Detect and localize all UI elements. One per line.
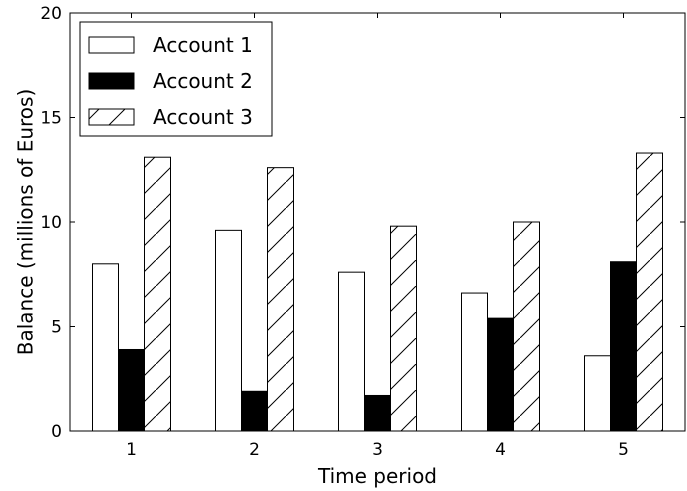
x-tick-label: 5	[618, 440, 629, 460]
y-tick-label: 5	[51, 318, 62, 338]
bar-account-2-period-5	[610, 261, 637, 432]
y-axis-title: Balance (millions of Euros)	[14, 89, 38, 356]
bar-account-2-period-1	[118, 348, 145, 432]
x-tick-label: 4	[495, 440, 506, 460]
legend-label-account-1: Account 1	[153, 33, 253, 57]
y-tick-label: 0	[51, 422, 62, 442]
x-tick-label: 2	[249, 440, 260, 460]
bar-account-1-period-1	[92, 263, 119, 432]
bar-account-1-period-5	[584, 355, 611, 432]
legend-swatch-account-3	[88, 108, 135, 126]
bar-account-2-period-2	[241, 390, 268, 432]
legend-label-account-2: Account 2	[153, 69, 253, 93]
y-tick-label: 10	[40, 213, 62, 233]
legend: Account 1 Account 2 Account 3	[79, 21, 273, 137]
bar-account-3-period-4	[513, 221, 540, 432]
x-tick-label: 1	[126, 440, 137, 460]
bar-account-3-period-5	[636, 152, 663, 432]
legend-label-account-3: Account 3	[153, 105, 253, 129]
bar-account-3-period-3	[390, 225, 417, 432]
legend-swatch-account-2	[88, 72, 135, 90]
bar-account-3-period-1	[144, 156, 171, 432]
bars-layer	[92, 152, 663, 432]
bar-account-1-period-4	[461, 292, 488, 432]
y-tick-label: 15	[40, 109, 62, 129]
bar-account-1-period-2	[215, 229, 242, 432]
legend-swatch-account-1	[88, 36, 135, 54]
bar-account-3-period-2	[267, 167, 294, 432]
bar-account-2-period-4	[487, 317, 514, 432]
x-axis-title: Time period	[317, 464, 437, 488]
ticks-layer: 1 2 3 4 5 0 5 10 15 20	[40, 4, 685, 460]
y-tick-label: 20	[40, 4, 62, 24]
bar-account-1-period-3	[338, 271, 365, 432]
x-tick-label: 3	[372, 440, 383, 460]
bar-account-2-period-3	[364, 394, 391, 432]
